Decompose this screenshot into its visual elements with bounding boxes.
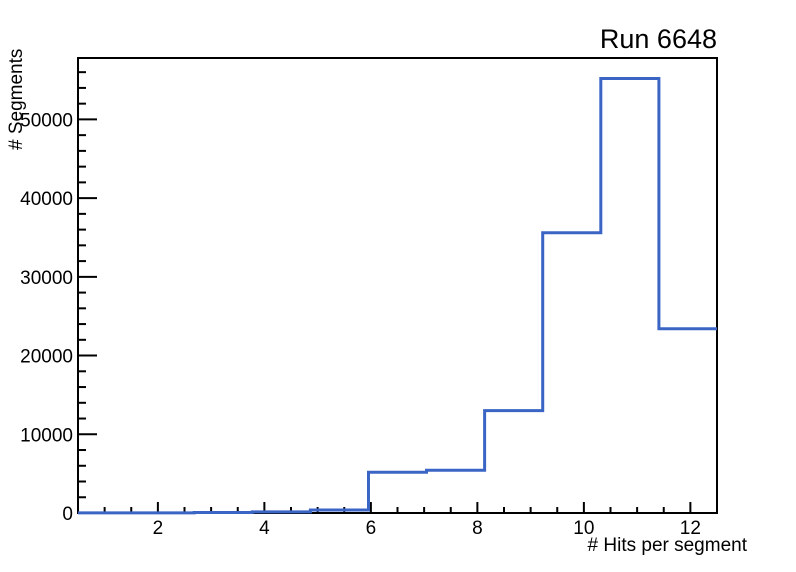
x-tick-label: 10 <box>573 518 594 539</box>
y-axis-title: # Segments <box>6 49 27 150</box>
y-tick-label: 40000 <box>20 189 73 210</box>
axes-layer: 2 4 6 8 10 12 0 10000 20000 30000 40000 50000 <box>20 57 718 539</box>
y-tick-label: 20000 <box>20 347 73 368</box>
x-axis-title: # Hits per segment <box>588 535 748 556</box>
y-tick-label: 10000 <box>20 425 73 446</box>
y-tick-label: 50000 <box>20 110 73 131</box>
plot-title: Run 6648 <box>600 24 717 54</box>
plot-frame <box>77 57 718 514</box>
x-tick-label: 4 <box>259 518 270 539</box>
y-tick-label: 30000 <box>20 268 73 289</box>
y-tick-label: 0 <box>62 504 73 525</box>
x-tick-label: 12 <box>680 518 701 539</box>
x-tick-label: 2 <box>153 518 164 539</box>
histogram-layer <box>78 76 717 515</box>
histogram-line <box>78 76 717 515</box>
x-tick-label: 6 <box>366 518 377 539</box>
x-tick-label: 8 <box>472 518 483 539</box>
